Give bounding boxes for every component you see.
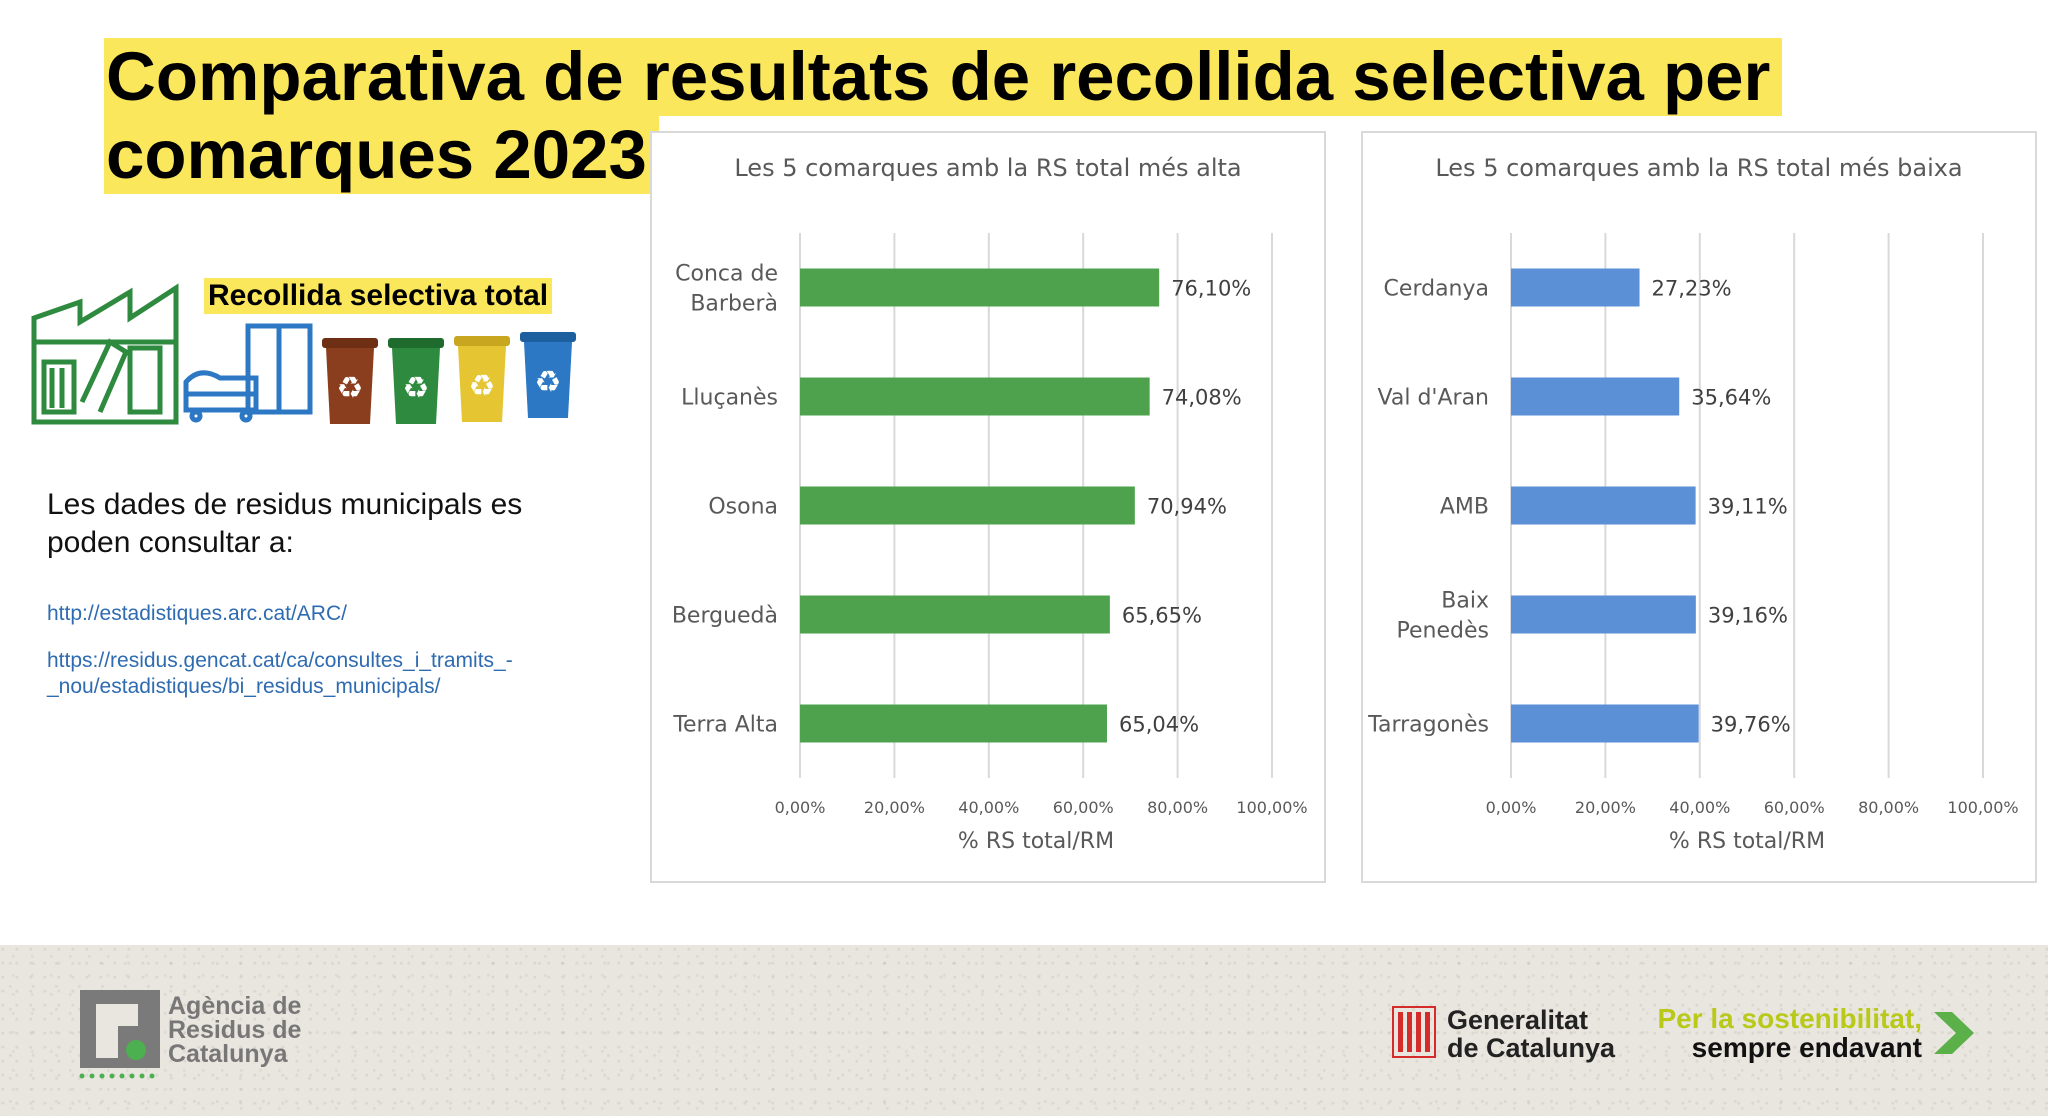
bar xyxy=(1511,377,1680,416)
svg-text:♻: ♻ xyxy=(469,369,496,404)
arc-name-line-3: Catalunya xyxy=(168,1040,288,1068)
waste-icons-row: ♻ ♻ ♻ ♻ xyxy=(31,283,576,425)
data-label: 27,23% xyxy=(1652,277,1732,301)
bulky-waste-furniture-icon xyxy=(183,323,313,423)
x-tick-label: 60,00% xyxy=(1053,798,1114,817)
packaging-bin-icon: ♻ xyxy=(454,336,510,422)
intro-text: Les dades de residus municipals es poden… xyxy=(47,488,523,559)
generalitat-name: Generalitat de Catalunya xyxy=(1447,1006,1615,1062)
category-label: Baix Penedès xyxy=(1397,589,1489,644)
chart-panel-lowest: Les 5 comarques amb la RS total més baix… xyxy=(1361,131,2037,883)
category-label: Val d'Aran xyxy=(1378,386,1489,411)
x-tick-label: 20,00% xyxy=(1575,798,1636,817)
bar xyxy=(1511,268,1640,307)
chart-panel-highest: Les 5 comarques amb la RS total més alta… xyxy=(650,131,1326,883)
data-label: 39,16% xyxy=(1708,604,1788,628)
generalitat-emblem-icon xyxy=(1392,1006,1436,1058)
section-heading: Recollida selectiva total xyxy=(204,278,553,314)
bar xyxy=(800,377,1150,416)
paper-bin-icon: ♻ xyxy=(520,332,576,418)
arc-name-line-1: Agència de xyxy=(168,992,302,1020)
chart-title: Les 5 comarques amb la RS total més baix… xyxy=(1435,154,1962,182)
bar xyxy=(800,704,1107,743)
data-label: 70,94% xyxy=(1147,495,1227,519)
data-label: 65,65% xyxy=(1122,604,1202,628)
x-tick-label: 100,00% xyxy=(1947,798,2018,817)
page-title: Comparativa de resultats de recollida se… xyxy=(104,38,1784,194)
data-label: 39,76% xyxy=(1711,713,1791,737)
slogan-line-1: Per la sostenibilitat, xyxy=(1657,1003,1922,1034)
x-tick-label: 60,00% xyxy=(1764,798,1825,817)
category-label: AMB xyxy=(1440,495,1489,520)
bar xyxy=(800,595,1110,634)
x-tick-label: 20,00% xyxy=(864,798,925,817)
category-label: Tarragonès xyxy=(1367,713,1489,738)
svg-text:♻: ♻ xyxy=(337,371,364,406)
arc-logo-square-icon xyxy=(80,990,160,1068)
chart-highest: Les 5 comarques amb la RS total més alta… xyxy=(672,154,1308,854)
chart-lowest: Les 5 comarques amb la RS total més baix… xyxy=(1367,154,2018,854)
category-label: Terra Alta xyxy=(672,713,778,738)
arc-logo xyxy=(79,990,160,1079)
x-tick-label: 80,00% xyxy=(1147,798,1208,817)
bar xyxy=(1511,595,1696,634)
bar xyxy=(800,268,1160,307)
slogan-line-2: sempre endavant xyxy=(1691,1032,1922,1063)
x-tick-label: 40,00% xyxy=(958,798,1019,817)
arc-name: Agència de Residus de Catalunya xyxy=(168,992,302,1068)
link-gencat-statistics[interactable]: https://residus.gencat.cat/ca/consultes_… xyxy=(47,649,513,698)
category-label: Osona xyxy=(708,495,778,520)
x-tick-label: 40,00% xyxy=(1669,798,1730,817)
x-tick-label: 0,00% xyxy=(1486,798,1537,817)
x-axis-label: % RS total/RM xyxy=(1669,829,1825,854)
slogan: Per la sostenibilitat, sempre endavant xyxy=(1648,1004,1922,1062)
chart-title: Les 5 comarques amb la RS total més alta xyxy=(734,154,1241,182)
chevron-right-icon xyxy=(1934,1012,1974,1054)
data-label: 35,64% xyxy=(1691,386,1771,410)
data-label: 39,11% xyxy=(1708,495,1788,519)
recycling-plant-icon xyxy=(31,283,179,425)
category-label: Lluçanès xyxy=(681,386,778,411)
arc-name-line-2: Residus de xyxy=(168,1016,302,1044)
svg-text:♻: ♻ xyxy=(535,365,562,400)
link-arc-statistics[interactable]: http://estadistiques.arc.cat/ARC/ xyxy=(47,602,347,625)
footer xyxy=(0,945,2048,1116)
category-label: Conca de Barberà xyxy=(675,262,778,317)
bar xyxy=(1511,486,1696,525)
svg-text:♻: ♻ xyxy=(403,371,430,406)
page-title-line-2: comarques 2023 xyxy=(104,116,659,194)
generalitat-name-line-2: de Catalunya xyxy=(1447,1033,1616,1063)
x-tick-label: 80,00% xyxy=(1858,798,1919,817)
glass-bin-icon: ♻ xyxy=(388,338,444,424)
category-label: Berguedà xyxy=(672,604,778,629)
page-title-line-1: Comparativa de resultats de recollida se… xyxy=(104,38,1783,116)
data-label: 65,04% xyxy=(1119,713,1199,737)
generalitat-name-line-1: Generalitat xyxy=(1447,1005,1589,1035)
x-tick-label: 100,00% xyxy=(1236,798,1307,817)
x-axis-label: % RS total/RM xyxy=(958,829,1114,854)
data-label: 76,10% xyxy=(1171,277,1251,301)
data-label: 74,08% xyxy=(1162,386,1242,410)
organic-bin-icon: ♻ xyxy=(322,338,378,424)
bar xyxy=(1511,704,1699,743)
x-tick-label: 0,00% xyxy=(775,798,826,817)
category-label: Cerdanya xyxy=(1384,277,1489,302)
bar xyxy=(800,486,1135,525)
